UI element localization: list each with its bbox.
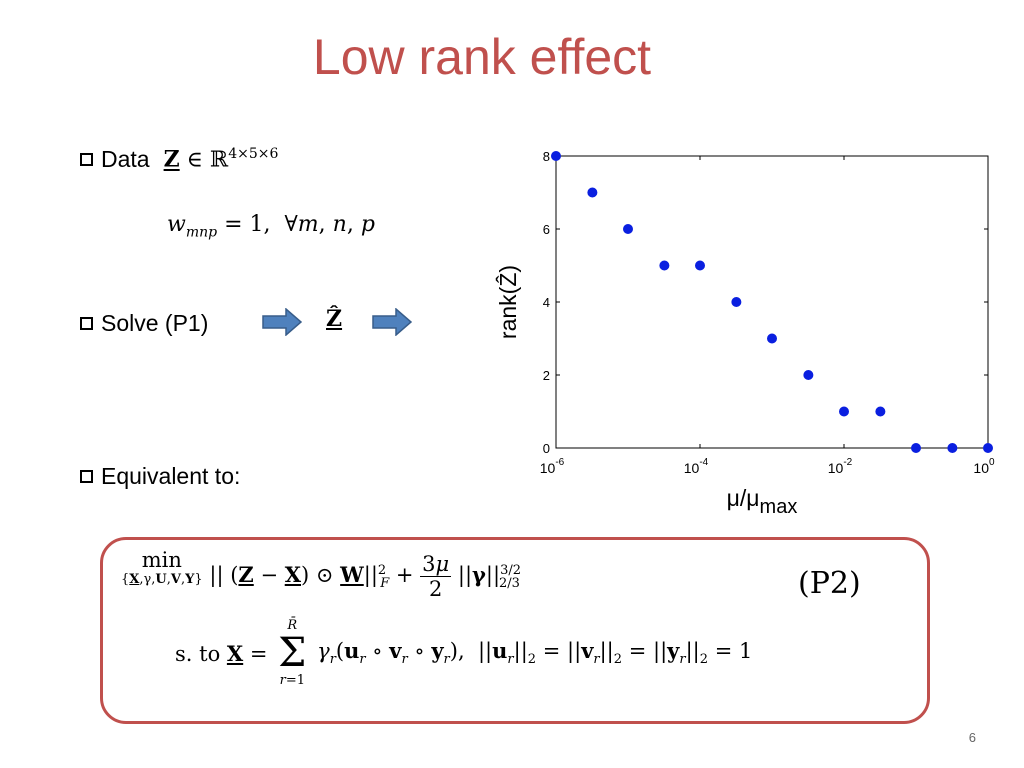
data-math: Z ∈ ℝ4×5×6: [163, 146, 279, 173]
x-tick-label: 10-4: [684, 457, 709, 476]
data-point: [659, 260, 670, 271]
bullet-equivalent: Equivalent to:: [80, 463, 240, 490]
page-number: 6: [968, 730, 976, 745]
data-point: [587, 187, 598, 198]
data-point: [551, 151, 561, 161]
x-axis-label: μ/μmax: [727, 485, 798, 518]
x-tick-label: 10-2: [828, 457, 853, 476]
data-point: [839, 406, 849, 417]
x-tick-label: 100: [973, 457, 995, 476]
checkbox-icon: [80, 470, 93, 483]
y-tick-label: 2: [543, 368, 550, 383]
data-point: [875, 406, 886, 417]
equivalent-label: Equivalent to:: [101, 463, 241, 489]
right-arrow-icon: [372, 308, 412, 336]
checkbox-icon: [80, 153, 93, 166]
data-point: [767, 333, 777, 344]
y-tick-label: 6: [543, 222, 550, 237]
data-point: [731, 297, 742, 307]
y-axis-label: rank(Ẑ): [495, 265, 521, 339]
data-point: [983, 443, 993, 453]
right-arrow-icon: [262, 308, 302, 336]
data-point: [803, 370, 814, 380]
result-symbol: Ẑ: [326, 306, 343, 332]
slide-title: Low rank effect: [312, 29, 652, 85]
constraint-equation: s. to X = R̄ Σ r=1 γr(ur ∘ vr ∘ yr), ||u…: [175, 618, 753, 688]
x-tick-label: 10-6: [540, 457, 565, 476]
bullet-data: Data Z ∈ ℝ4×5×6: [80, 146, 278, 173]
data-point: [911, 443, 921, 453]
rank-chart: 0 2 4 6 8 10-6 10-4 10-2 100 rank(Ẑ) μ/μmax: [495, 149, 995, 518]
y-tick-label: 4: [543, 295, 550, 310]
y-tick-label: 0: [543, 441, 550, 456]
weights-equation: wmnp = 1, ∀m, n, p: [167, 212, 375, 241]
plot-frame: [555, 155, 989, 449]
problem-box: min {X,γ,U,V,Y} || (Z − X) ⊙ W||2F + 3μ …: [100, 537, 930, 724]
data-point: [623, 224, 633, 234]
objective-equation: min {X,γ,U,V,Y} || (Z − X) ⊙ W||2F + 3μ …: [121, 548, 521, 601]
checkbox-icon: [80, 317, 93, 330]
data-point: [695, 260, 705, 271]
y-tick-label: 8: [543, 149, 550, 164]
data-point: [947, 443, 958, 453]
problem-tag: (P2): [798, 566, 861, 601]
bullet-solve: Solve (P1): [80, 310, 208, 337]
solve-label: Solve (P1): [101, 310, 209, 336]
data-label: Data: [101, 146, 150, 172]
